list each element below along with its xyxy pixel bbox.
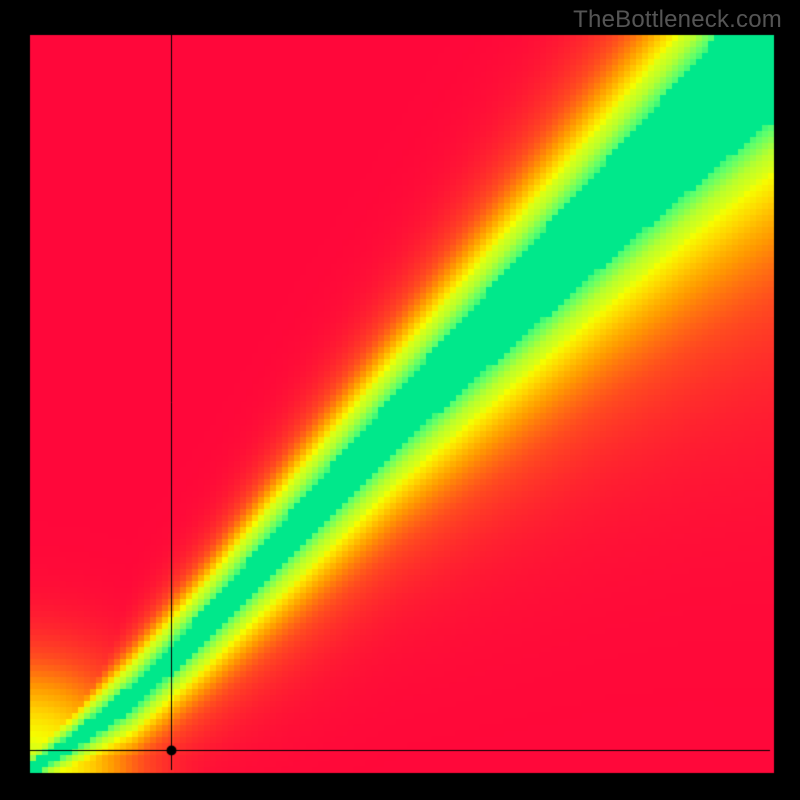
bottleneck-heatmap-canvas	[0, 0, 800, 800]
chart-container: TheBottleneck.com	[0, 0, 800, 800]
watermark-text: TheBottleneck.com	[573, 6, 782, 34]
